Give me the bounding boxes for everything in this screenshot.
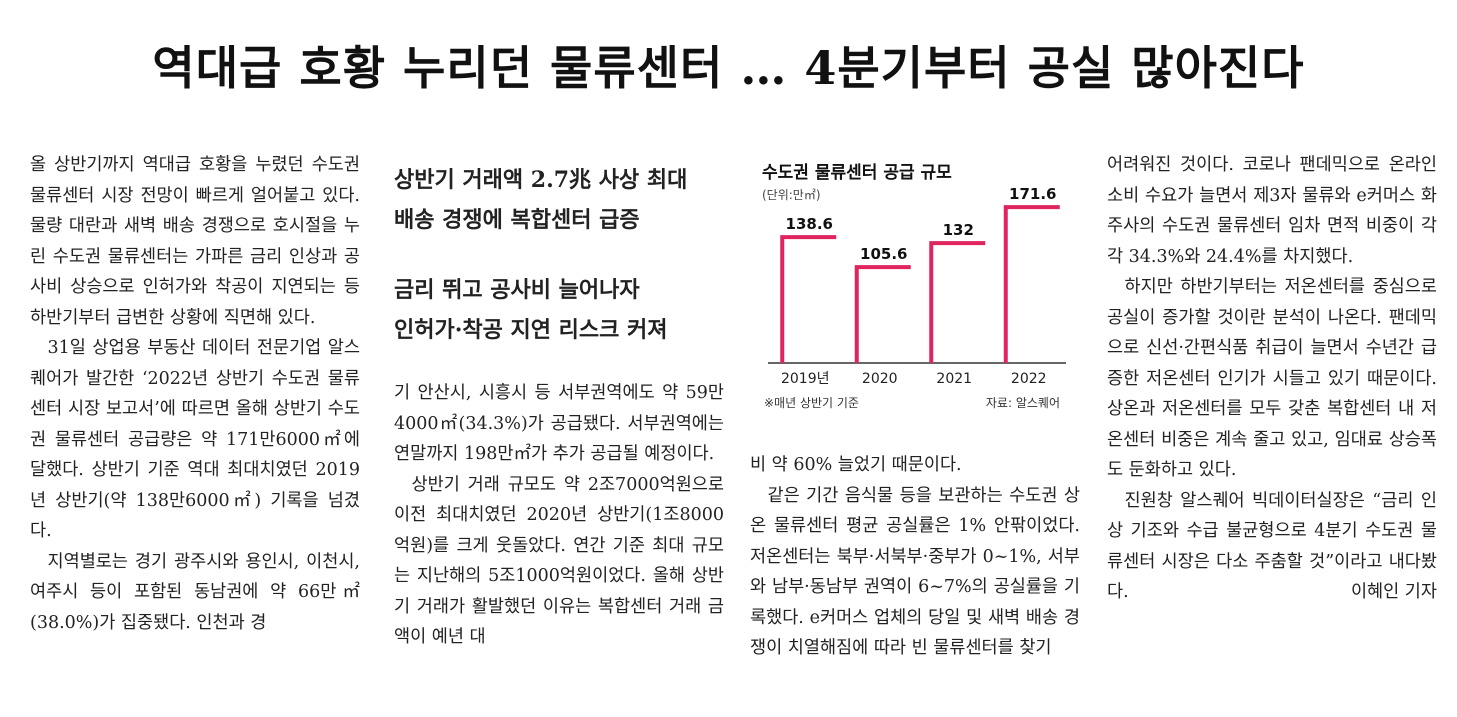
chart-bar <box>929 241 986 363</box>
chart-x-tick-label: 2021 <box>936 371 972 387</box>
byline: 이혜인 기자 <box>1350 582 1437 602</box>
chart-note: ※매년 상반기 기준 <box>764 396 859 410</box>
chart-x-tick-label: 2022 <box>1011 371 1047 387</box>
chart-value-label: 138.6 <box>786 215 833 233</box>
chart-value-label: 105.6 <box>860 245 907 263</box>
subheadline: 금리 뛰고 공사비 늘어나자 <box>394 277 640 303</box>
paragraph: 상반기 거래 규모도 약 2조7000억원으로 이전 최대치였던 2020년 상… <box>394 474 724 648</box>
supply-chart: 수도권 물류센터 공급 규모 (단위:만㎡) 138.6 2019년 105.6 20… <box>750 150 1080 420</box>
article-column-1: 올 상반기까지 역대급 호황을 누렸던 수도권 물류센터 시장 전망이 빠르게 … <box>30 150 360 638</box>
subheadline: 배송 경쟁에 복합센터 급증 <box>394 207 640 233</box>
article-column-4: 어려워진 것이다. 코로나 팬데믹으로 온라인 소비 수요가 늘면서 제3자 물… <box>1107 150 1437 608</box>
chart-x-tick-label: 2020 <box>862 371 898 387</box>
chart-value-label: 171.6 <box>1009 185 1056 203</box>
paragraph: 하지만 하반기부터는 저온센터를 중심으로 공실이 증가할 것이란 분석이 나온… <box>1107 277 1437 480</box>
chart-bar <box>1003 205 1060 363</box>
article-column-3: 비 약 60% 늘었기 때문이다. 같은 기간 음식물 등을 보관하는 수도권 … <box>750 450 1080 664</box>
chart-x-tick-label: 2019년 <box>781 371 830 387</box>
chart-source: 자료: 알스퀘어 <box>985 396 1060 410</box>
paragraph: 31일 상업용 부동산 데이터 전문기업 알스퀘어가 발간한 ‘2022년 상반… <box>30 338 360 541</box>
paragraph: 기 안산시, 시흥시 등 서부권역에도 약 59만4000㎡(34.3%)가 공… <box>394 383 724 464</box>
paragraph: 어려워진 것이다. 코로나 팬데믹으로 온라인 소비 수요가 늘면서 제3자 물… <box>1107 155 1437 267</box>
paragraph: 비 약 60% 늘었기 때문이다. <box>750 455 962 475</box>
chart-bar <box>780 235 837 363</box>
subheadline: 인허가·착공 지연 리스크 커져 <box>394 317 668 343</box>
subheadline: 상반기 거래액 2.7兆 사상 최대 <box>394 167 688 193</box>
paragraph: 진원창 알스퀘어 빅데이터실장은 “금리 인상 기조와 수급 불균형으로 4분기… <box>1107 486 1437 608</box>
paragraph: 같은 기간 음식물 등을 보관하는 수도권 상온 물류센터 평균 공실률은 1%… <box>750 485 1080 659</box>
quote-text: 진원창 알스퀘어 빅데이터실장은 “금리 인상 기조와 수급 불균형으로 4분기… <box>1107 490 1437 603</box>
chart-canvas: 138.6 2019년 105.6 2020 132 2021 171.6 2022 <box>768 185 1066 387</box>
article-column-2: 기 안산시, 시흥시 등 서부권역에도 약 59만4000㎡(34.3%)가 공… <box>394 378 724 653</box>
paragraph: 올 상반기까지 역대급 호황을 누렸던 수도권 물류센터 시장 전망이 빠르게 … <box>30 155 360 328</box>
chart-value-label: 132 <box>943 221 974 239</box>
chart-unit: (단위:만㎡) <box>762 188 821 202</box>
headline: 역대급 호황 누리던 물류센터 … 4분기부터 공실 많아진다 <box>152 41 1305 95</box>
paragraph: 지역별로는 경기 광주시와 용인시, 이천시, 여주시 등이 포함된 동남권에 … <box>30 551 360 633</box>
chart-title: 수도권 물류센터 공급 규모 <box>762 163 952 183</box>
chart-bar <box>854 265 911 363</box>
subheadline-block: 상반기 거래액 2.7兆 사상 최대 배송 경쟁에 복합센터 급증 금리 뛰고 … <box>394 160 724 350</box>
